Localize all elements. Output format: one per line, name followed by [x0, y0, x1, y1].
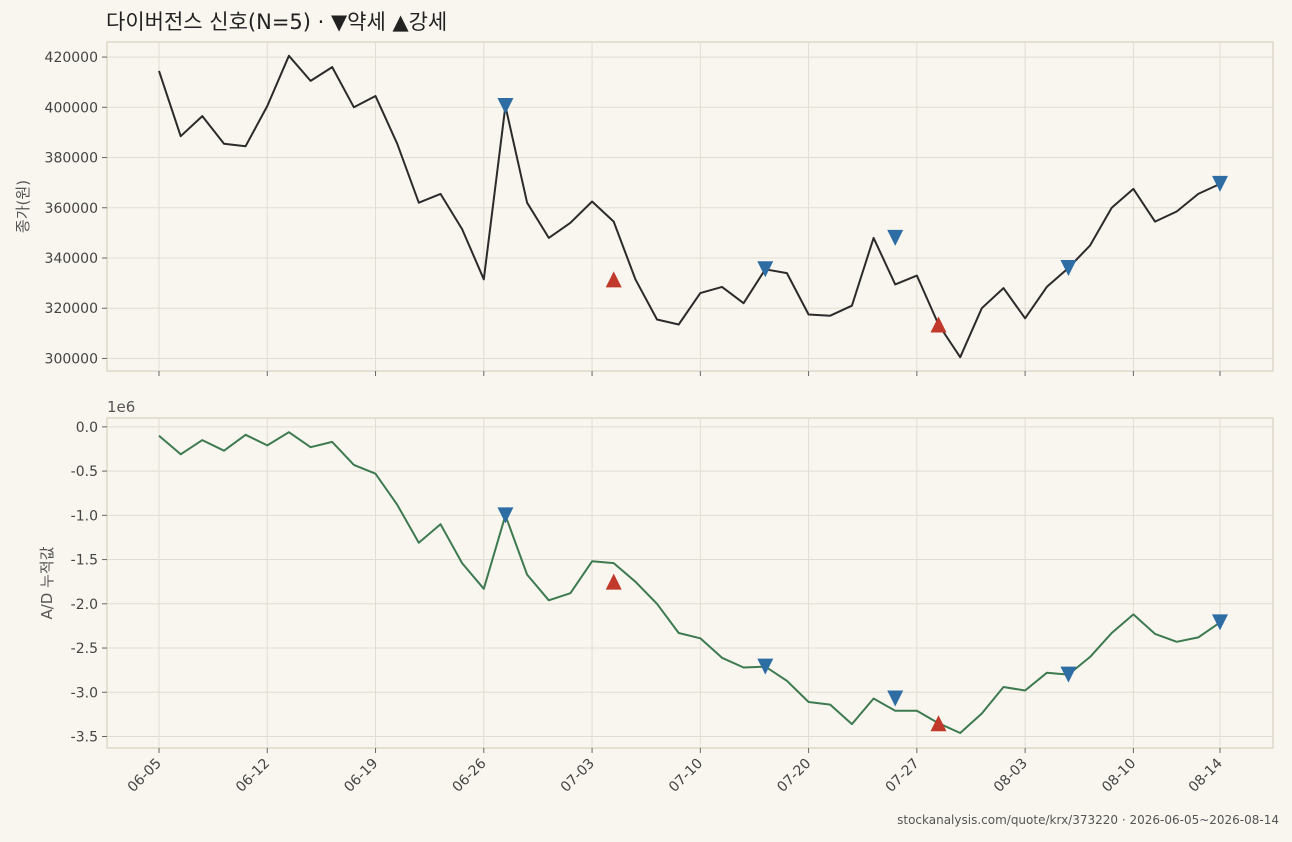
ad-xtick-label: 06-26 [450, 755, 490, 795]
ad-bearish-marker [887, 690, 904, 707]
price-bullish-marker [930, 316, 947, 333]
price-bullish-marker [605, 271, 622, 288]
ad-xtick-label: 06-05 [125, 756, 165, 796]
ad-xtick-label: 07-27 [883, 756, 923, 796]
ad-ytick-label: -1.0 [71, 508, 98, 524]
ad-xtick-label: 07-03 [558, 756, 598, 796]
price-ytick-label: 340000 [45, 251, 98, 267]
ad-xtick-label: 08-14 [1186, 755, 1226, 795]
price-bearish-marker [1212, 175, 1228, 192]
price-panel: 300000 320000 340000 360000 380000 400000 4200… [14, 41, 1274, 376]
ad-bullish-marker [605, 573, 622, 590]
price-ytick-label: 300000 [45, 351, 98, 367]
price-ytick-label: 400000 [45, 100, 98, 116]
ad-ylabel: A/D 누적값 [38, 546, 56, 619]
price-ytick-label: 360000 [45, 201, 98, 217]
ad-xtick-label: 08-03 [991, 756, 1031, 796]
ad-ytick-label: -0.5 [71, 464, 98, 480]
ad-ytick-label: -3.5 [71, 729, 98, 745]
ad-offset-label: 1e6 [107, 398, 135, 416]
ad-xtick-label: 08-10 [1099, 756, 1139, 796]
ad-xtick-label: 07-10 [666, 756, 706, 796]
price-bearish-marker [757, 261, 774, 278]
price-bearish-marker [887, 229, 904, 246]
ad-bearish-marker [1212, 614, 1228, 631]
ad-bearish-marker [497, 507, 514, 524]
ad-xtick-label: 06-19 [341, 756, 381, 796]
source-caption: stockanalysis.com/quote/krx/373220 · 202… [897, 813, 1279, 827]
price-ytick-label: 380000 [45, 151, 98, 167]
price-ylabel: 종가(원) [14, 180, 32, 233]
chart-title: 다이버전스 신호(N=5) · ▼약세 ▲강세 [106, 10, 448, 34]
ad-ytick-label: -2.5 [71, 641, 98, 657]
price-series-line [158, 54, 1221, 359]
ad-ytick-label: 0.0 [76, 420, 98, 436]
ad-ytick-label: -2.0 [71, 597, 98, 613]
ad-plot-frame [106, 417, 1274, 749]
ad-panel: 0.0 -0.5 -1.0 -1.5 -2.0 -2.5 -3.0 -3.5 A/D 누적값 1e… [38, 398, 1274, 796]
price-bearish-marker [1060, 260, 1077, 277]
ad-bullish-marker [930, 715, 947, 732]
ad-bearish-marker [757, 658, 774, 675]
price-plot-frame [106, 41, 1274, 372]
ad-ytick-label: -1.5 [71, 553, 98, 569]
ad-ytick-label: -3.0 [71, 685, 98, 701]
ad-series-line [158, 431, 1221, 734]
price-ytick-label: 420000 [45, 50, 98, 66]
ad-xtick-label: 06-12 [233, 756, 273, 796]
ad-bearish-marker [1060, 666, 1077, 683]
ad-xtick-label: 07-20 [774, 756, 814, 796]
price-bearish-marker [497, 98, 514, 115]
price-ytick-label: 320000 [45, 301, 98, 317]
